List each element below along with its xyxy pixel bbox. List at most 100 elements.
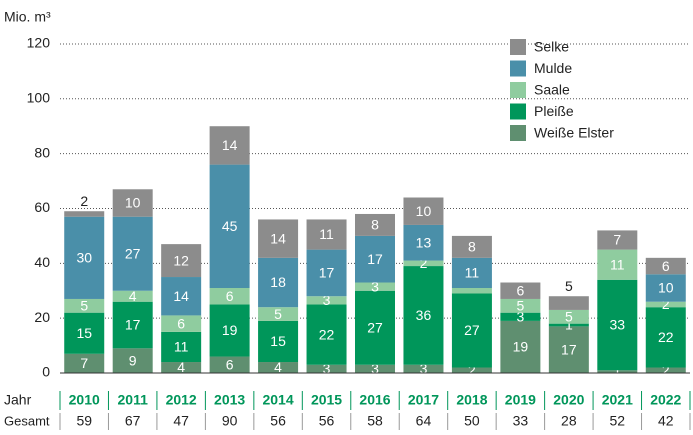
data-label: 13 <box>416 234 432 250</box>
data-label: 11 <box>319 226 334 242</box>
data-label: 7 <box>80 355 88 371</box>
data-label: 17 <box>561 341 577 357</box>
bar-segment <box>112 216 153 291</box>
data-label: 3 <box>516 308 524 324</box>
data-label: 14 <box>270 230 286 246</box>
data-label: 15 <box>270 333 286 349</box>
bar-segment <box>112 290 153 302</box>
total-label: 67 <box>125 413 141 429</box>
bar-segment <box>112 348 153 373</box>
x-tick-label: 2012 <box>166 392 197 408</box>
total-label: 64 <box>416 413 432 429</box>
legend-label: Weiße Elster <box>534 125 614 141</box>
bar-segment <box>306 304 347 365</box>
data-label: 5 <box>80 298 88 314</box>
bar-segment <box>306 219 347 250</box>
bar-segment <box>403 266 444 365</box>
bar-segment <box>258 320 299 363</box>
legend-label: Saale <box>534 82 570 98</box>
total-label: 50 <box>464 413 480 429</box>
bar-segment <box>597 249 638 280</box>
x-tick-label: 2020 <box>553 392 584 408</box>
data-label: 14 <box>173 288 189 304</box>
bar-segment <box>161 244 202 278</box>
data-label: 5 <box>274 306 282 322</box>
bar-segment <box>258 219 299 258</box>
x-tick-label: 2015 <box>311 392 342 408</box>
data-label: 3 <box>420 361 428 377</box>
y-axis-label: Mio. m³ <box>4 9 51 25</box>
data-label: 1 <box>565 317 573 333</box>
legend-swatch <box>510 60 526 77</box>
x-tick-label: 2014 <box>262 392 293 408</box>
total-label: 47 <box>173 413 189 429</box>
data-label: 9 <box>129 352 137 368</box>
legend-label: Selke <box>534 39 569 55</box>
y-tick-label: 100 <box>27 90 51 106</box>
data-label: 11 <box>465 265 480 281</box>
bar-segment <box>500 282 541 299</box>
bar-segment <box>645 274 686 302</box>
row-label: Jahr <box>4 392 32 408</box>
bar-segment <box>209 356 250 373</box>
bar-segment <box>451 235 492 258</box>
legend-swatch <box>510 82 526 98</box>
data-label: 7 <box>613 232 621 248</box>
data-label: 6 <box>226 356 234 372</box>
y-tick-label: 60 <box>34 199 50 215</box>
total-label: 28 <box>561 413 577 429</box>
bar-segment <box>161 315 202 332</box>
data-label: 3 <box>323 361 331 377</box>
data-label: 5 <box>516 298 524 314</box>
bar-segment <box>548 309 589 324</box>
total-label: 52 <box>610 413 626 429</box>
bar-segment <box>161 331 202 363</box>
bar-segment <box>403 260 444 267</box>
data-label: 2 <box>420 255 428 271</box>
data-label: 27 <box>367 319 383 335</box>
data-label: 19 <box>513 339 529 355</box>
data-label: 19 <box>222 322 238 338</box>
data-label: 22 <box>319 326 335 342</box>
data-label: 15 <box>76 325 92 341</box>
data-label: 8 <box>468 239 476 255</box>
bar-segment <box>548 296 589 310</box>
bar-segment <box>645 367 686 373</box>
row-label: Gesamt <box>4 413 50 428</box>
bar-segment <box>355 282 395 291</box>
bar-segment <box>112 189 153 217</box>
x-tick-label: 2013 <box>214 392 245 408</box>
bar-segment <box>451 257 492 288</box>
y-tick-label: 120 <box>27 35 51 51</box>
bar-segment <box>500 320 541 373</box>
bar-segment <box>161 362 202 373</box>
bar-segment <box>645 307 686 368</box>
data-label: 3 <box>371 278 379 294</box>
bar-segment <box>451 367 492 373</box>
bar-segment <box>403 224 444 261</box>
data-label: 6 <box>177 315 185 331</box>
data-label: 2 <box>80 193 88 209</box>
total-label: 59 <box>76 413 92 429</box>
x-tick-label: 2019 <box>505 392 536 408</box>
x-tick-label: 2016 <box>359 392 390 408</box>
bar-segment <box>64 312 105 354</box>
total-label: 42 <box>658 413 674 429</box>
data-label: 1 <box>613 363 621 379</box>
bar-segment <box>306 364 347 373</box>
bar-segment <box>645 257 686 275</box>
data-label: 2 <box>468 362 476 378</box>
data-label: 10 <box>658 280 674 296</box>
data-label: 30 <box>76 250 92 266</box>
bar-segment <box>500 298 541 313</box>
bar-segment <box>64 353 105 373</box>
bar-segment <box>64 298 105 313</box>
bar-segment <box>112 301 153 349</box>
data-label: 11 <box>610 256 625 272</box>
bar-segment <box>161 277 202 316</box>
data-label: 27 <box>464 322 480 338</box>
bar-segment <box>209 164 250 288</box>
data-label: 10 <box>416 203 432 219</box>
legend-label: Pleiße <box>534 103 574 119</box>
